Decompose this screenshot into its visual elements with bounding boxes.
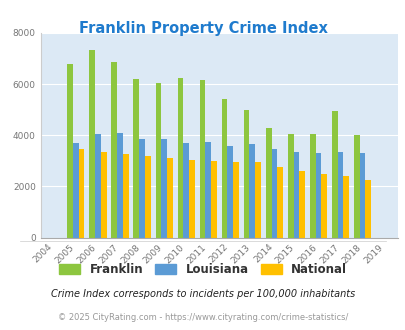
Bar [111, 62, 117, 238]
Bar [117, 133, 123, 238]
Text: Franklin Property Crime Index: Franklin Property Crime Index [79, 21, 326, 36]
Bar [155, 83, 161, 238]
Bar [364, 180, 370, 238]
Bar [139, 139, 145, 238]
Bar [353, 135, 359, 238]
Bar [287, 134, 293, 238]
Bar [321, 174, 326, 238]
Bar [243, 110, 249, 238]
Bar [79, 149, 84, 238]
Bar [183, 143, 189, 238]
Bar [293, 152, 298, 238]
Bar [359, 153, 364, 238]
Bar [145, 156, 150, 238]
Text: © 2025 CityRating.com - https://www.cityrating.com/crime-statistics/: © 2025 CityRating.com - https://www.city… [58, 313, 347, 322]
Bar [331, 111, 337, 238]
Bar [123, 154, 128, 238]
Bar [199, 80, 205, 238]
Bar [298, 171, 304, 238]
Bar [221, 100, 227, 238]
Bar [277, 167, 282, 238]
Bar [232, 162, 238, 238]
Legend: Franklin, Louisiana, National: Franklin, Louisiana, National [54, 258, 351, 281]
Bar [211, 161, 216, 238]
Bar [309, 134, 315, 238]
Bar [166, 158, 172, 238]
Bar [205, 142, 211, 238]
Bar [73, 143, 79, 238]
Bar [95, 134, 100, 238]
Bar [100, 152, 106, 238]
Bar [249, 144, 255, 238]
Bar [189, 160, 194, 238]
Bar [265, 128, 271, 238]
Bar [271, 149, 277, 238]
Bar [177, 78, 183, 238]
Bar [67, 64, 73, 238]
Bar [255, 162, 260, 238]
Bar [337, 152, 343, 238]
Bar [133, 79, 139, 238]
Bar [89, 50, 95, 238]
Bar [227, 146, 232, 238]
Text: Crime Index corresponds to incidents per 100,000 inhabitants: Crime Index corresponds to incidents per… [51, 289, 354, 299]
Bar [315, 153, 321, 238]
Bar [161, 139, 166, 238]
Bar [343, 176, 348, 238]
